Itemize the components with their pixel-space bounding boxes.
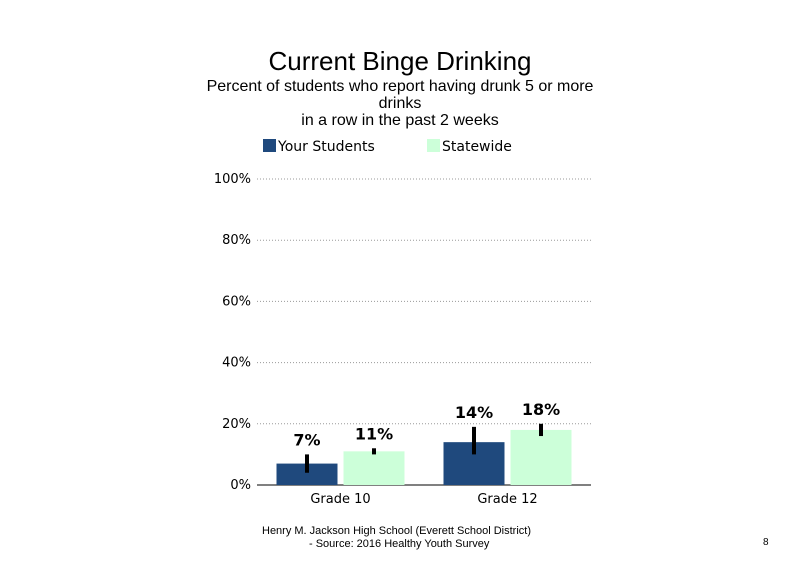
y-tick-label: 40% <box>222 356 251 371</box>
data-label: 18% <box>522 400 560 419</box>
bar <box>343 451 405 485</box>
x-tick-label: Grade 10 <box>310 492 370 507</box>
chart-subtitle: Percent of students who report having dr… <box>190 78 610 129</box>
data-label: 7% <box>293 430 320 449</box>
y-tick-label: 20% <box>222 417 251 432</box>
footer-school: Henry M. Jackson High School (Everett Sc… <box>262 525 531 537</box>
subtitle-line-3: in a row in the past 2 weeks <box>301 112 499 129</box>
data-label: 11% <box>355 424 393 443</box>
bar <box>276 463 338 485</box>
legend-label-your-students: Your Students <box>278 139 375 155</box>
footer-source: - Source: 2016 Healthy Youth Survey <box>309 538 490 550</box>
y-tick-label: 0% <box>230 478 251 493</box>
subtitle-line-1: Percent of students who report having dr… <box>206 78 594 95</box>
chart-title: Current Binge Drinking <box>268 46 532 76</box>
legend-swatch-statewide <box>427 139 440 152</box>
legend-item-statewide: Statewide <box>427 139 512 155</box>
y-tick-label: 60% <box>222 294 251 309</box>
footer: Henry M. Jackson High School (Everett Sc… <box>262 525 531 551</box>
page-number: 8 <box>763 537 769 548</box>
legend-item-your-students: Your Students <box>263 139 375 155</box>
x-tick-label: Grade 12 <box>477 492 537 507</box>
legend-label-statewide: Statewide <box>442 139 512 155</box>
data-label: 14% <box>455 403 493 422</box>
subtitle-line-2: drinks <box>378 95 422 112</box>
y-tick-label: 100% <box>214 172 251 187</box>
bar <box>510 429 572 485</box>
legend-swatch-your-students <box>263 139 276 152</box>
y-tick-label: 80% <box>222 233 251 248</box>
